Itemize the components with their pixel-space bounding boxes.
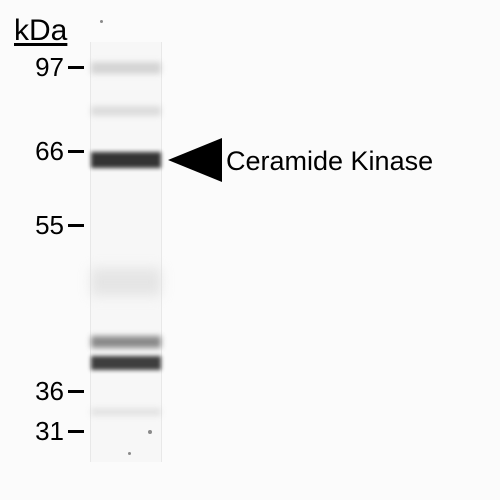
- marker-tick: [68, 66, 84, 69]
- marker-tick: [68, 224, 84, 227]
- marker-label: 66: [24, 136, 64, 167]
- marker-label: 55: [24, 210, 64, 241]
- pointer-arrow-icon: [168, 138, 222, 182]
- blot-band: [91, 408, 161, 416]
- marker-label: 97: [24, 52, 64, 83]
- blot-band: [91, 336, 161, 348]
- blot-container: { "layout": { "header": { "text": "kDa",…: [0, 0, 500, 500]
- blot-band: [91, 62, 161, 74]
- noise-dot: [148, 430, 152, 434]
- blot-band: [91, 356, 161, 370]
- blot-lane: [90, 42, 162, 462]
- axis-unit-label: kDa: [14, 14, 67, 48]
- marker-tick: [68, 390, 84, 393]
- blot-band: [91, 268, 161, 296]
- noise-dot: [128, 452, 131, 455]
- marker-label: 31: [24, 416, 64, 447]
- marker-label: 36: [24, 376, 64, 407]
- band-annotation-label: Ceramide Kinase: [226, 146, 433, 177]
- noise-dot: [100, 20, 103, 23]
- marker-tick: [68, 150, 84, 153]
- blot-band: [91, 152, 161, 168]
- blot-band: [91, 106, 161, 116]
- marker-tick: [68, 430, 84, 433]
